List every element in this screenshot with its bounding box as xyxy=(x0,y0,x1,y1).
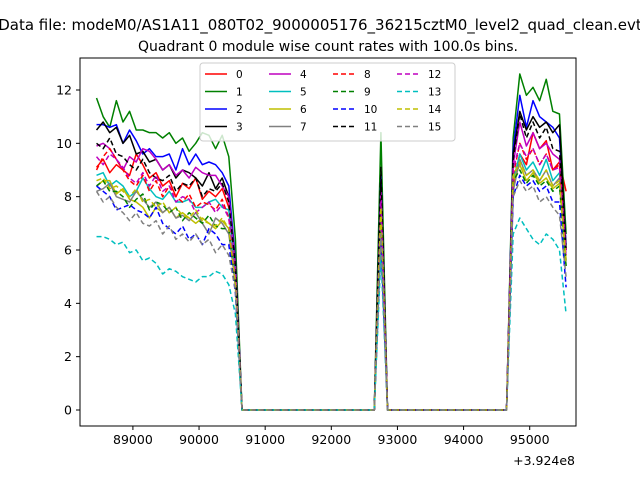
x-tick-label: 92000 xyxy=(311,432,351,447)
legend-box xyxy=(199,62,456,142)
x-axis: 89000 90000 91000 92000 93000 94000 95000 xyxy=(113,426,550,447)
legend-label: 9 xyxy=(364,87,371,99)
x-tick-label: 94000 xyxy=(444,432,484,447)
series-line-0 xyxy=(95,131,567,411)
figure-suptitle: Data file: modeM0/AS1A11_080T02_90000051… xyxy=(0,16,640,35)
legend-label: 11 xyxy=(364,122,377,134)
legend-label: 5 xyxy=(300,87,307,99)
legend-label: 0 xyxy=(236,69,243,81)
legend-label: 4 xyxy=(300,69,307,81)
legend-label: 1 xyxy=(236,87,243,99)
x-tick-label: 90000 xyxy=(179,432,219,447)
series-line-2 xyxy=(96,94,567,411)
plot-lines xyxy=(95,73,567,411)
y-tick-label: 6 xyxy=(64,243,72,258)
x-tick-label: 93000 xyxy=(378,432,418,447)
legend-label: 14 xyxy=(428,104,442,116)
y-tick-label: 0 xyxy=(64,403,72,418)
legend-label: 13 xyxy=(428,87,441,99)
y-tick-label: 8 xyxy=(64,189,72,204)
series-line-13 xyxy=(96,217,567,411)
series-line-3 xyxy=(95,110,567,411)
y-tick-label: 4 xyxy=(64,296,72,311)
y-tick-label: 10 xyxy=(56,136,72,151)
legend-label: 15 xyxy=(428,122,441,134)
series-line-11 xyxy=(96,113,567,411)
legend-label: 2 xyxy=(236,104,243,116)
series-line-14 xyxy=(96,161,567,411)
legend-label: 12 xyxy=(428,69,441,81)
legend-label: 8 xyxy=(364,69,371,81)
legend-label: 7 xyxy=(300,122,307,134)
plot-title: Quadrant 0 module wise count rates with … xyxy=(138,39,518,55)
legend-label: 6 xyxy=(300,104,307,116)
legend-label: 3 xyxy=(236,122,243,134)
series-line-10 xyxy=(96,174,567,411)
x-offset-label: +3.924e8 xyxy=(513,453,575,468)
legend-label: 10 xyxy=(364,104,377,116)
x-tick-label: 95000 xyxy=(510,432,550,447)
series-line-9 xyxy=(96,169,567,411)
series-line-1 xyxy=(95,73,567,411)
y-tick-label: 2 xyxy=(64,349,72,364)
series-line-8 xyxy=(95,142,567,411)
y-tick-label: 12 xyxy=(56,83,72,98)
axes-frame xyxy=(79,57,577,427)
y-axis: 0 2 4 6 8 10 12 xyxy=(56,83,80,418)
x-tick-label: 91000 xyxy=(245,432,285,447)
x-tick-label: 89000 xyxy=(113,432,153,447)
